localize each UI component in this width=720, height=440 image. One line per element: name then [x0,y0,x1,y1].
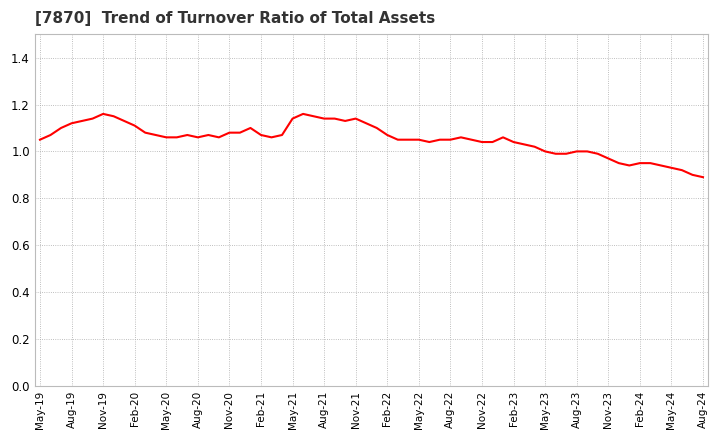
Text: [7870]  Trend of Turnover Ratio of Total Assets: [7870] Trend of Turnover Ratio of Total … [35,11,435,26]
